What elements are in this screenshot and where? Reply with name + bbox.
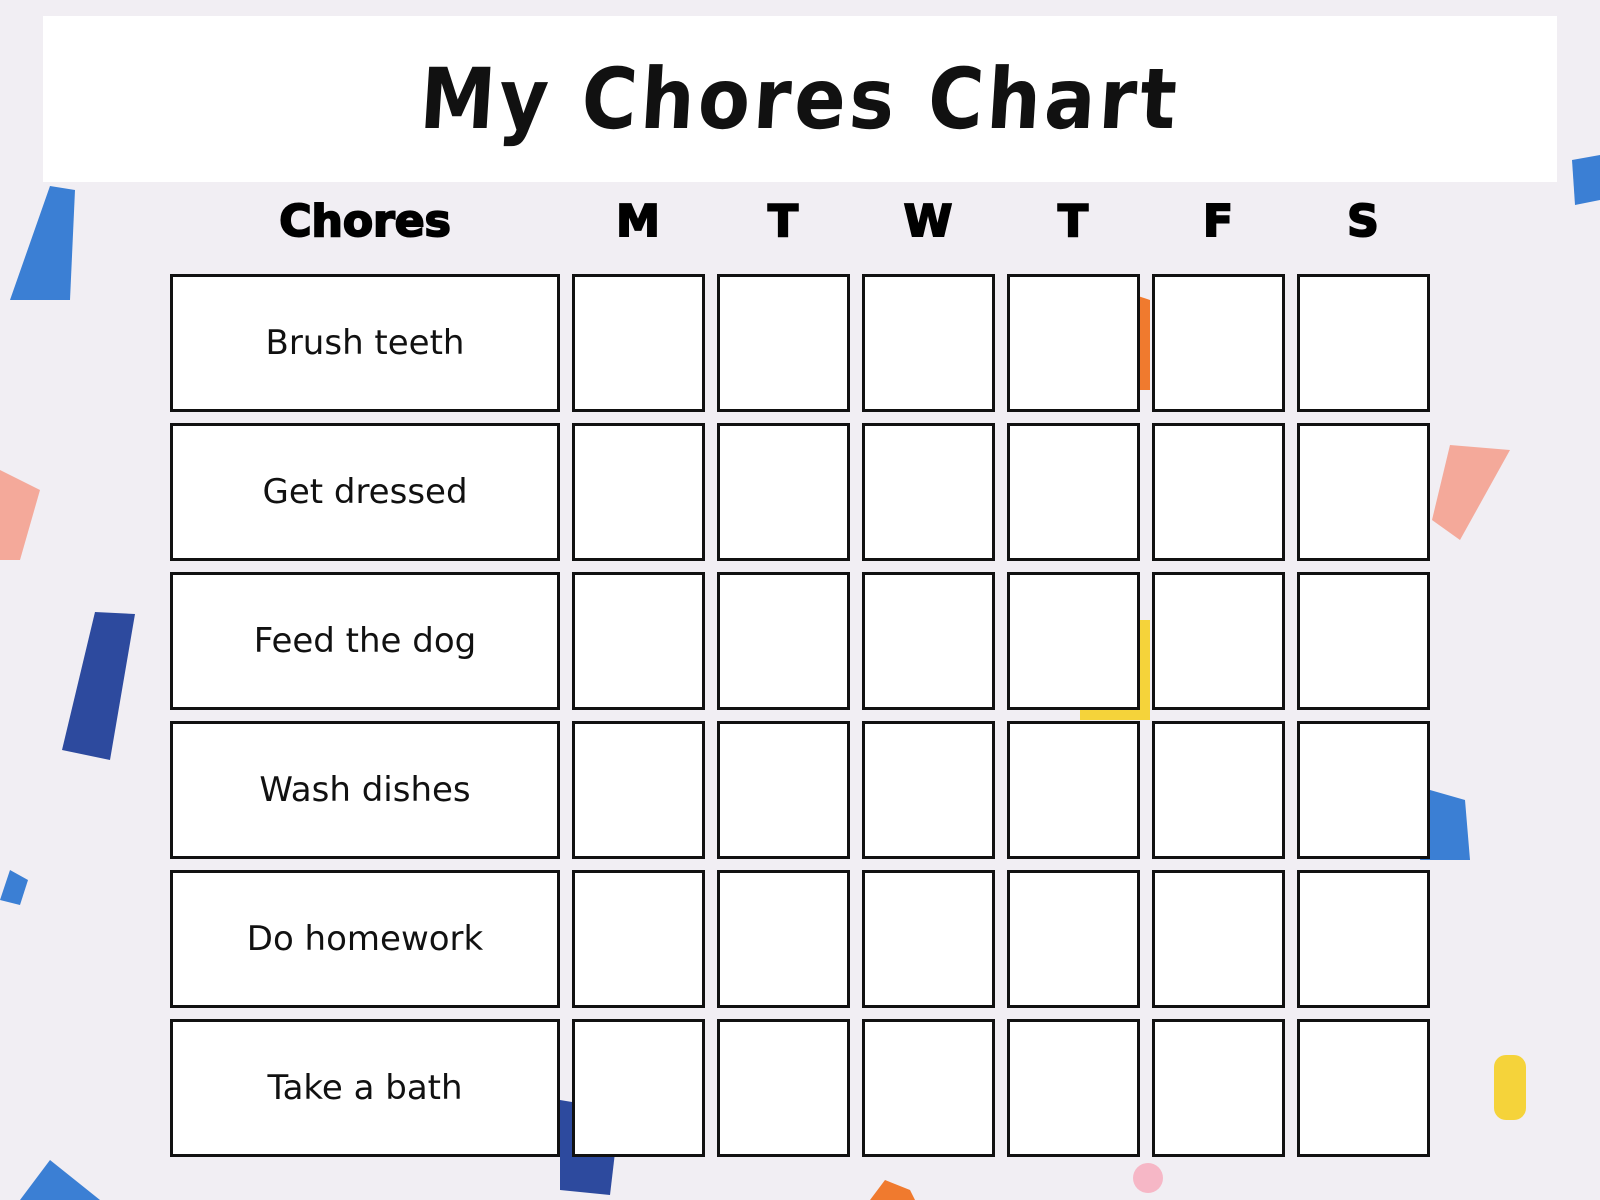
confetti-shape bbox=[1420, 790, 1470, 860]
checkbox-cell[interactable] bbox=[1297, 721, 1430, 859]
confetti-shape bbox=[1133, 1163, 1163, 1193]
day-header-friday: F bbox=[1202, 195, 1234, 248]
checkbox-cell[interactable] bbox=[1152, 274, 1285, 412]
checkbox-cell[interactable] bbox=[1152, 1019, 1285, 1157]
checkbox-cell[interactable] bbox=[1007, 1019, 1140, 1157]
day-header-wednesday: W bbox=[903, 195, 954, 248]
confetti-shape bbox=[1080, 620, 1150, 720]
checkbox-cell[interactable] bbox=[1007, 274, 1140, 412]
chore-label-cell: Get dressed bbox=[170, 423, 560, 561]
checkbox-cell[interactable] bbox=[1297, 572, 1430, 710]
checkbox-cell[interactable] bbox=[717, 572, 850, 710]
title-banner: My Chores Chart bbox=[43, 16, 1557, 182]
checkbox-cell[interactable] bbox=[1007, 423, 1140, 561]
day-header-saturday: S bbox=[1346, 195, 1380, 248]
day-header-thursday: T bbox=[1057, 195, 1089, 248]
day-header-monday: M bbox=[615, 195, 661, 248]
checkbox-cell[interactable] bbox=[1152, 721, 1285, 859]
checkbox-cell[interactable] bbox=[1152, 572, 1285, 710]
confetti-shape bbox=[0, 870, 28, 905]
checkbox-cell[interactable] bbox=[572, 274, 705, 412]
checkbox-cell[interactable] bbox=[572, 423, 705, 561]
checkbox-cell[interactable] bbox=[1007, 870, 1140, 1008]
checkbox-cell[interactable] bbox=[572, 572, 705, 710]
chore-label-cell: Do homework bbox=[170, 870, 560, 1008]
confetti-shape bbox=[20, 1160, 100, 1200]
chore-label-cell: Brush teeth bbox=[170, 274, 560, 412]
checkbox-cell[interactable] bbox=[1152, 870, 1285, 1008]
checkbox-cell[interactable] bbox=[1297, 1019, 1430, 1157]
checkbox-cell[interactable] bbox=[862, 423, 995, 561]
checkbox-cell[interactable] bbox=[862, 1019, 995, 1157]
confetti-shape bbox=[0, 470, 40, 560]
checkbox-cell[interactable] bbox=[1007, 572, 1140, 710]
confetti-shape bbox=[62, 612, 135, 760]
confetti-shape bbox=[10, 186, 75, 300]
checkbox-cell[interactable] bbox=[862, 274, 995, 412]
checkbox-cell[interactable] bbox=[717, 274, 850, 412]
checkbox-cell[interactable] bbox=[1297, 274, 1430, 412]
confetti-shape bbox=[1494, 1055, 1526, 1120]
checkbox-cell[interactable] bbox=[862, 721, 995, 859]
checkbox-cell[interactable] bbox=[862, 870, 995, 1008]
checkbox-cell[interactable] bbox=[1297, 423, 1430, 561]
page-title: My Chores Chart bbox=[417, 50, 1183, 148]
checkbox-cell[interactable] bbox=[572, 721, 705, 859]
checkbox-cell[interactable] bbox=[1297, 870, 1430, 1008]
confetti-shape bbox=[1432, 445, 1510, 540]
checkbox-cell[interactable] bbox=[1007, 721, 1140, 859]
chores-column-header: Chores bbox=[278, 195, 452, 248]
checkbox-cell[interactable] bbox=[717, 721, 850, 859]
checkbox-cell[interactable] bbox=[572, 1019, 705, 1157]
confetti-shape bbox=[1572, 155, 1600, 205]
checkbox-cell[interactable] bbox=[717, 423, 850, 561]
confetti-shape bbox=[870, 1180, 915, 1200]
checkbox-cell[interactable] bbox=[862, 572, 995, 710]
chore-label-cell: Take a bath bbox=[170, 1019, 560, 1157]
chore-label-cell: Feed the dog bbox=[170, 572, 560, 710]
checkbox-cell[interactable] bbox=[572, 870, 705, 1008]
checkbox-cell[interactable] bbox=[717, 870, 850, 1008]
checkbox-cell[interactable] bbox=[717, 1019, 850, 1157]
chore-label-cell: Wash dishes bbox=[170, 721, 560, 859]
day-header-tuesday: T bbox=[767, 195, 799, 248]
checkbox-cell[interactable] bbox=[1152, 423, 1285, 561]
